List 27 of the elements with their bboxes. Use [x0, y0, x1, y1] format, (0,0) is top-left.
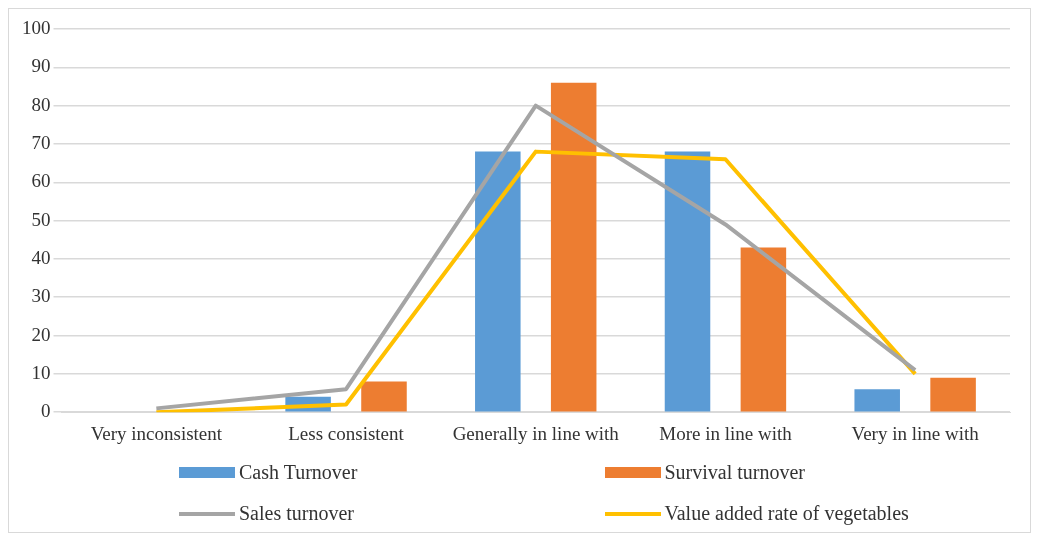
y-tick-label: 30 [31, 285, 51, 307]
y-tick-label: 0 [41, 400, 51, 422]
x-tick-label: Very in line with [851, 422, 980, 444]
bar [475, 151, 521, 412]
x-tick-label: Very inconsistent [90, 422, 223, 444]
y-tick-label: 50 [31, 208, 51, 230]
x-tick-label: More in line with [659, 422, 793, 444]
legend-label: Sales turnover [239, 502, 354, 525]
bar [854, 389, 900, 412]
y-tick-label: 80 [31, 93, 51, 115]
bar [550, 82, 597, 412]
bar [930, 377, 976, 412]
y-tick-label: 90 [31, 55, 51, 77]
x-tick-label: Less consistent [288, 422, 405, 444]
y-tick-label: 60 [31, 170, 51, 192]
bar [740, 247, 787, 412]
x-tick-label: Generally in line with [452, 422, 620, 444]
legend-label: Survival turnover [664, 461, 806, 484]
bar [361, 381, 407, 412]
y-tick-label: 10 [31, 361, 51, 383]
y-tick-label: 40 [31, 246, 51, 268]
y-tick-label: 100 [22, 16, 51, 38]
y-tick-label: 70 [31, 131, 51, 153]
legend-label: Cash Turnover [239, 461, 358, 484]
legend-label: Value added rate of vegetables [664, 502, 909, 525]
y-tick-label: 20 [31, 323, 51, 345]
bar [664, 151, 711, 412]
